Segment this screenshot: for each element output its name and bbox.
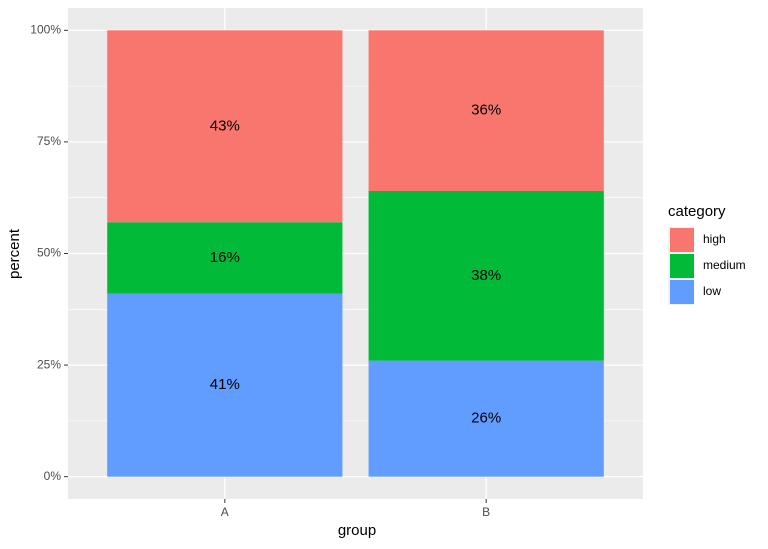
y-tick-label: 100% xyxy=(30,22,61,36)
value-label: 26% xyxy=(471,410,501,427)
y-tick-label: 0% xyxy=(44,469,62,483)
legend-label: medium xyxy=(703,258,746,272)
y-axis-title: percent xyxy=(6,228,23,279)
bar-segment xyxy=(368,191,604,361)
legend-title: category xyxy=(668,203,726,220)
value-label: 38% xyxy=(471,267,501,284)
legend-swatch xyxy=(670,280,694,304)
bar-segment xyxy=(107,30,343,223)
bar-segment xyxy=(368,360,604,477)
value-label: 36% xyxy=(471,102,501,119)
y-tick-label: 75% xyxy=(37,134,61,148)
legend-swatch xyxy=(670,228,694,252)
bar-segment xyxy=(107,222,343,294)
value-label: 41% xyxy=(210,376,240,393)
value-label: 16% xyxy=(210,249,240,266)
x-axis-title: group xyxy=(338,522,376,539)
legend-label: high xyxy=(703,232,726,246)
value-label: 43% xyxy=(210,117,240,134)
x-tick-label: B xyxy=(482,505,490,519)
bar-segment xyxy=(368,30,604,192)
x-tick-label: A xyxy=(221,505,229,519)
y-tick-label: 50% xyxy=(37,246,61,260)
bar-segment xyxy=(107,293,343,477)
legend-label: low xyxy=(703,284,721,298)
legend-swatch xyxy=(670,254,694,278)
y-tick-label: 25% xyxy=(37,357,61,371)
